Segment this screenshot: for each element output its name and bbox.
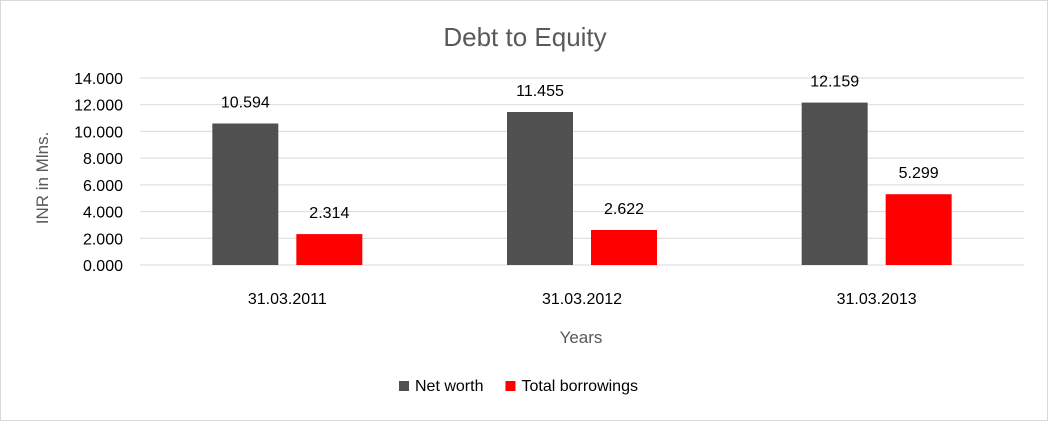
- bar: [507, 111, 573, 265]
- y-tick-label: 2.000: [83, 231, 123, 248]
- bars: [212, 102, 952, 265]
- gridlines: [140, 77, 1024, 266]
- legend-swatch: [505, 381, 516, 391]
- data-label: 2.314: [309, 205, 349, 222]
- x-axis-ticks: 31.03.2011 31.03.2012 31.03.2013: [248, 291, 917, 308]
- data-label: 2.622: [604, 201, 644, 218]
- data-label: 11.455: [516, 83, 564, 100]
- bar: [212, 123, 279, 265]
- bar: [885, 194, 952, 265]
- x-tick-label: 31.03.2013: [837, 291, 917, 308]
- y-axis-ticks: 0.000 2.000 4.000 6.000 8.000 10.000 12.000 14.…: [74, 71, 123, 275]
- legend-swatch: [399, 381, 409, 391]
- x-axis-title: Years: [560, 328, 603, 347]
- y-tick-label: 10.000: [74, 124, 123, 141]
- x-tick-label: 31.03.2012: [542, 291, 622, 308]
- data-label: 5.299: [899, 165, 939, 182]
- legend: Net worth Total borrowings: [399, 378, 638, 395]
- y-tick-label: 4.000: [83, 205, 123, 222]
- x-tick-label: 31.03.2011: [248, 291, 327, 308]
- y-tick-label: 14.000: [74, 71, 123, 88]
- y-tick-label: 8.000: [83, 151, 123, 168]
- y-tick-label: 6.000: [83, 178, 123, 195]
- y-tick-label: 0.000: [83, 258, 123, 275]
- y-axis-title: INR in Mlns.: [33, 132, 52, 225]
- bar: [801, 102, 868, 265]
- legend-label: Net worth: [415, 378, 483, 395]
- data-label: 12.159: [810, 74, 859, 91]
- data-labels: 10.594 2.314 11.455 2.622 12.159 5.299: [221, 74, 939, 223]
- bar: [296, 234, 363, 265]
- legend-label: Total borrowings: [521, 378, 638, 395]
- data-label: 10.594: [221, 94, 270, 111]
- chart-title: Debt to Equity: [443, 22, 606, 52]
- y-tick-label: 12.000: [74, 98, 123, 115]
- bar: [591, 229, 657, 265]
